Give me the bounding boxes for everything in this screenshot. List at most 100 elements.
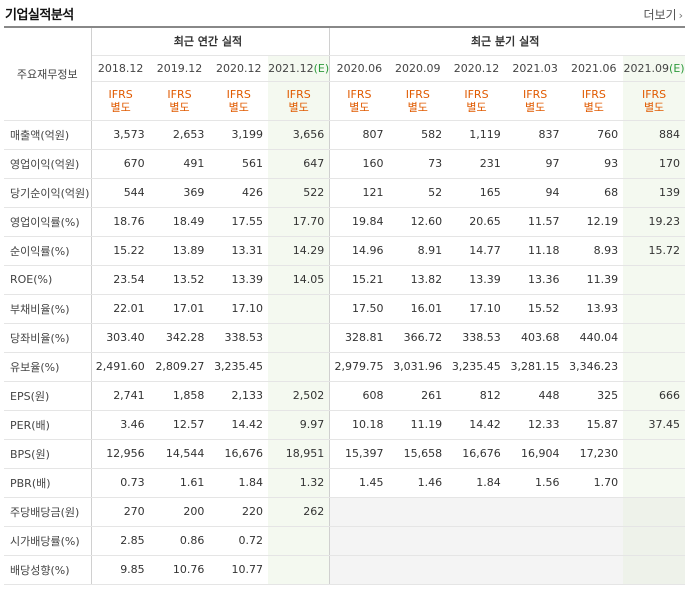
more-link[interactable]: 더보기 › [643, 6, 683, 23]
table-cell: 165 [447, 178, 506, 208]
ifrs-basis-link[interactable]: IFRS 별도 [505, 81, 565, 121]
table-cell: 18.76 [91, 206, 150, 237]
table-cell: 303.40 [91, 323, 150, 353]
table-cell: 17.50 [329, 293, 389, 324]
table-cell: 10.77 [209, 555, 269, 585]
table-cell: 12.57 [149, 410, 210, 440]
table-cell [447, 555, 506, 585]
ifrs-sub-label: 별도 [583, 100, 604, 114]
table-cell: 18,951 [268, 439, 331, 469]
table-cell: 11.18 [505, 236, 565, 266]
table-row: 부채비율(%) 22.01 17.01 17.10 17.50 16.01 17.10 15.… [4, 293, 685, 324]
table-cell: 14.96 [329, 236, 389, 266]
table-cell: 1.56 [505, 468, 565, 498]
ifrs-sub-label: 별도 [288, 100, 309, 114]
ifrs-basis-link[interactable]: IFRS 별도 [329, 81, 389, 121]
table-row: 매출액(억원) 3,573 2,653 3,199 3,656 807 582 1,119 83… [4, 119, 685, 150]
table-cell [623, 526, 685, 556]
row-label: 영업이익률(%) [4, 206, 92, 237]
table-cell: 37.45 [623, 410, 685, 440]
table-cell: 2.85 [91, 526, 150, 556]
ifrs-basis-link[interactable]: IFRS 별도 [564, 81, 624, 121]
row-label: ROE(%) [4, 265, 92, 295]
table-cell: 17.55 [209, 206, 269, 237]
table-cell: 121 [329, 178, 389, 208]
table-cell: 11.19 [388, 410, 448, 440]
period-header: 2020.12 [447, 55, 506, 82]
table-row: BPS(원) 12,956 14,544 16,676 18,951 15,397 15,6… [4, 439, 685, 469]
table-cell: 3,199 [209, 119, 269, 150]
ifrs-sub-label: 별도 [407, 100, 428, 114]
table-cell: 14.29 [268, 236, 331, 266]
table-cell: 2,133 [209, 380, 269, 411]
table-cell [268, 526, 331, 556]
table-cell: 0.73 [91, 468, 150, 498]
table-cell: 139 [623, 178, 685, 208]
table-cell: 17,230 [564, 439, 624, 469]
table-cell [447, 496, 506, 527]
table-cell: 884 [623, 119, 685, 150]
financial-table: 주요재무정보 최근 연간 실적 최근 분기 실적 2018.12 2019.12 2… [4, 26, 685, 585]
table-row: 주당배당금(원) 270 200 220 262 [4, 496, 685, 527]
ifrs-basis-link[interactable]: IFRS 별도 [149, 81, 210, 121]
table-cell: 3,235.45 [447, 352, 506, 382]
period-date: 2021.12 [268, 61, 314, 75]
ifrs-label: IFRS [464, 87, 489, 101]
table-cell: 14.77 [447, 236, 506, 266]
table-cell: 94 [505, 178, 565, 208]
table-cell: 9.85 [91, 555, 150, 585]
table-cell: 14.05 [268, 265, 331, 295]
ifrs-basis-link[interactable]: IFRS 별도 [623, 81, 685, 121]
table-cell: 13.82 [388, 265, 448, 295]
table-cell: 2,653 [149, 119, 210, 150]
table-row: 시가배당률(%) 2.85 0.86 0.72 [4, 526, 685, 556]
table-cell [268, 323, 331, 353]
row-label: 영업이익(억원) [4, 149, 92, 179]
table-cell: 582 [388, 119, 448, 150]
section-title: 기업실적분석 [5, 8, 74, 23]
table-cell: 20.65 [447, 206, 506, 237]
period-date: 2021.03 [512, 61, 558, 75]
ifrs-basis-link[interactable]: IFRS 별도 [388, 81, 448, 121]
table-cell: 1,119 [447, 119, 506, 150]
table-cell: 448 [505, 380, 565, 411]
table-cell [623, 265, 685, 295]
table-cell: 15,658 [388, 439, 448, 469]
row-label: BPS(원) [4, 439, 92, 469]
ifrs-basis-link[interactable]: IFRS 별도 [91, 81, 150, 121]
table-cell: 2,979.75 [329, 352, 389, 382]
table-cell: 14.42 [209, 410, 269, 440]
row-label: PER(배) [4, 410, 92, 440]
table-row: 영업이익률(%) 18.76 18.49 17.55 17.70 19.84 12.60 20… [4, 206, 685, 237]
table-cell: 13.89 [149, 236, 210, 266]
table-cell: 338.53 [209, 323, 269, 353]
period-header: 2021.03 [505, 55, 565, 82]
table-cell: 403.68 [505, 323, 565, 353]
ifrs-basis-link[interactable]: IFRS 별도 [447, 81, 506, 121]
table-row: 배당성향(%) 9.85 10.76 10.77 [4, 555, 685, 585]
table-cell: 3,235.45 [209, 352, 269, 382]
table-cell: 1.45 [329, 468, 389, 498]
ifrs-label: IFRS [405, 87, 430, 101]
table-cell: 812 [447, 380, 506, 411]
table-cell: 17.01 [149, 293, 210, 324]
table-cell: 2,809.27 [149, 352, 210, 382]
table-cell: 17.10 [209, 293, 269, 324]
table-cell: 561 [209, 149, 269, 179]
table-cell: 17.70 [268, 206, 331, 237]
table-cell: 670 [91, 149, 150, 179]
table-row: EPS(원) 2,741 1,858 2,133 2,502 608 261 812 448 32… [4, 380, 685, 411]
table-cell: 3,656 [268, 119, 331, 150]
ifrs-basis-link[interactable]: IFRS 별도 [268, 81, 331, 121]
table-cell: 18.49 [149, 206, 210, 237]
table-cell [505, 555, 565, 585]
ifrs-basis-link[interactable]: IFRS 별도 [209, 81, 269, 121]
table-cell: 1,858 [149, 380, 210, 411]
table-cell: 220 [209, 496, 269, 527]
row-header-label: 주요재무정보 [4, 26, 92, 121]
row-label: 유보율(%) [4, 352, 92, 382]
table-cell: 491 [149, 149, 210, 179]
table-cell: 1.84 [209, 468, 269, 498]
table-cell [329, 555, 389, 585]
